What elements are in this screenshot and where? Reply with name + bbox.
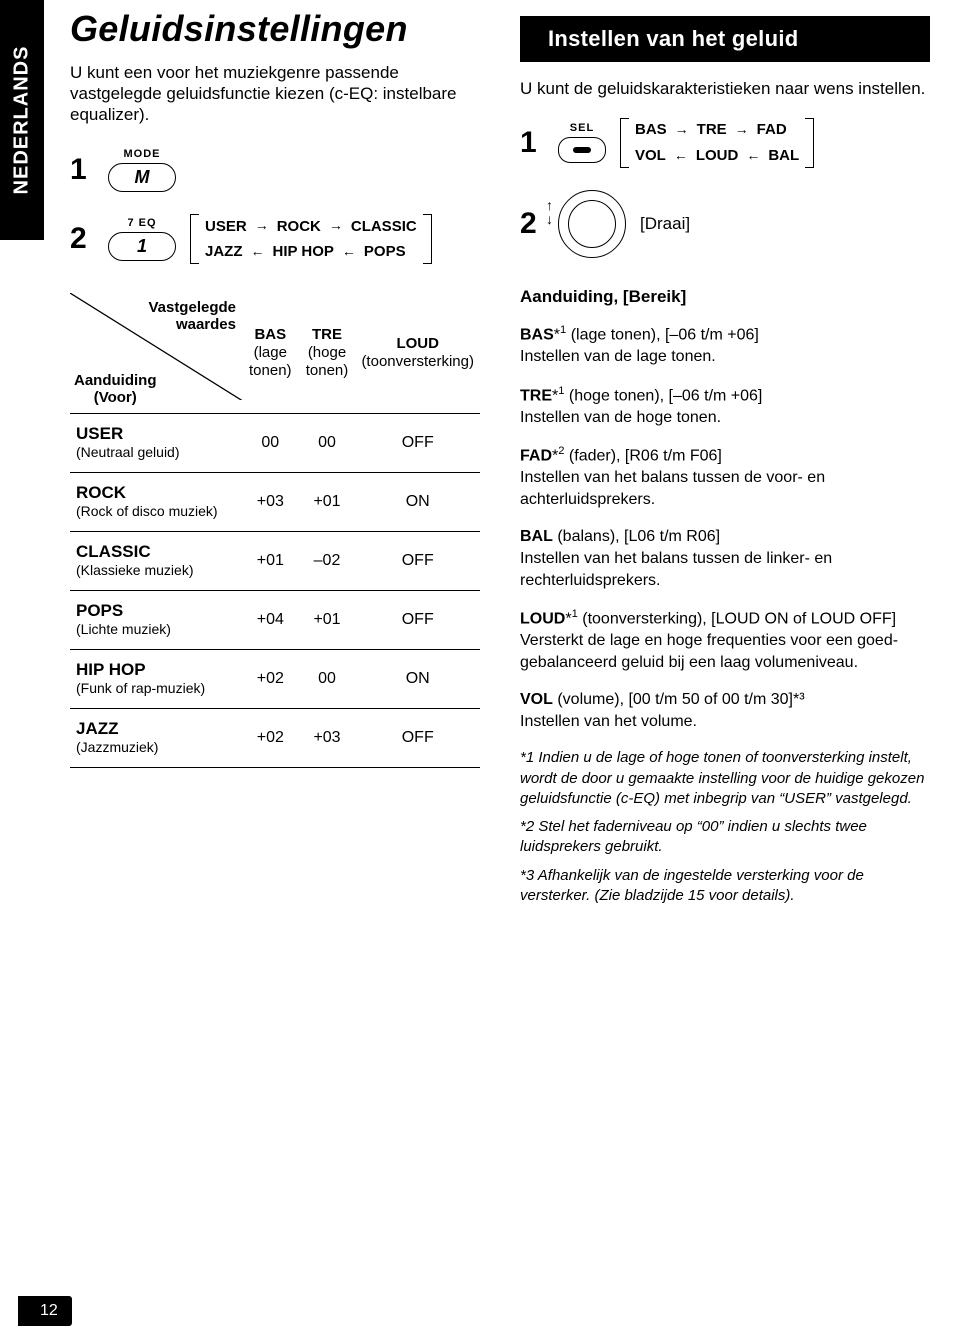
col-header-tre: TRE(hoge tonen) <box>299 293 356 414</box>
right-title: Instellen van het geluid <box>520 16 930 62</box>
language-tab: NEDERLANDS <box>0 0 44 240</box>
step-number: 2 <box>520 207 544 241</box>
col-header-bas: BAS(lage tonen) <box>242 293 299 414</box>
definition-item: TRE*1 (hoge tonen), [–06 t/m +06]Instell… <box>520 384 930 429</box>
cell-tre: 00 <box>299 649 356 708</box>
manual-page: NEDERLANDS Geluidsinstellingen U kunt ee… <box>0 0 960 1340</box>
mode-button-glyph: M <box>108 163 176 192</box>
eq-mode: JAZZ <box>205 239 243 265</box>
eq-button-label: 7 EQ <box>127 217 156 229</box>
table-row: JAZZ(Jazzmuziek)+02+03OFF <box>70 708 480 767</box>
sel-button: SEL <box>558 122 606 163</box>
right-intro: U kunt de geluidskarakteristieken naar w… <box>520 78 930 99</box>
page-number: 12 <box>18 1296 72 1326</box>
cell-tre: +01 <box>299 590 356 649</box>
dial-label: [Draai] <box>640 214 690 234</box>
flow-bracket-left <box>620 118 629 168</box>
right-column: Instellen van het geluid U kunt de gelui… <box>520 10 930 914</box>
step-number: 2 <box>70 222 94 256</box>
left-title: Geluidsinstellingen <box>70 10 480 48</box>
eq-button: 7 EQ 1 <box>108 217 176 261</box>
right-step-1: 1 SEL BAS→ TRE→ FAD <box>520 117 930 168</box>
sel-mode: LOUD <box>696 143 739 169</box>
definition-item: LOUD*1 (toonversterking), [LOUD ON of LO… <box>520 607 930 673</box>
eq-flow-diagram: USER→ ROCK→ CLASSIC JAZZ← HIP HOP← POPS <box>205 214 417 265</box>
cell-tre: +01 <box>299 472 356 531</box>
left-intro: U kunt een voor het muziekgenre passende… <box>70 62 480 126</box>
sel-mode: TRE <box>697 117 727 143</box>
table-row: USER(Neutraal geluid)0000OFF <box>70 413 480 472</box>
eq-preset-table: Vastgelegdewaardes Aanduiding(Voor) BAS(… <box>70 293 480 768</box>
col-header-loud: LOUD(toonversterking) <box>355 293 480 414</box>
cell-bas: +02 <box>242 649 299 708</box>
step-number: 1 <box>70 153 94 187</box>
definitions-block: Aanduiding, [Bereik] BAS*1 (lage tonen),… <box>520 286 930 906</box>
row-label: USER(Neutraal geluid) <box>70 413 242 472</box>
row-label: POPS(Lichte muziek) <box>70 590 242 649</box>
cell-loud: ON <box>355 649 480 708</box>
cell-bas: 00 <box>242 413 299 472</box>
table-row: ROCK(Rock of disco muziek)+03+01ON <box>70 472 480 531</box>
table-row: HIP HOP(Funk of rap-muziek)+0200ON <box>70 649 480 708</box>
step-number: 1 <box>520 126 544 160</box>
cell-loud: ON <box>355 472 480 531</box>
row-label: ROCK(Rock of disco muziek) <box>70 472 242 531</box>
eq-button-glyph: 1 <box>108 232 176 261</box>
cell-tre: 00 <box>299 413 356 472</box>
definitions-heading: Aanduiding, [Bereik] <box>520 286 930 309</box>
left-column: Geluidsinstellingen U kunt een voor het … <box>70 10 480 914</box>
definition-item: BAL (balans), [L06 t/m R06]Instellen van… <box>520 526 930 591</box>
sel-mode: BAS <box>635 117 667 143</box>
table-row: CLASSIC(Klassieke muziek)+01–02OFF <box>70 531 480 590</box>
diag-top-1: Vastgelegde <box>148 299 236 316</box>
row-label: HIP HOP(Funk of rap-muziek) <box>70 649 242 708</box>
diag-bot-1: Aanduiding <box>74 372 157 389</box>
cell-bas: +01 <box>242 531 299 590</box>
table-diagonal-header: Vastgelegdewaardes Aanduiding(Voor) <box>70 293 242 414</box>
language-tab-label: NEDERLANDS <box>11 46 34 195</box>
left-step-2: 2 7 EQ 1 USER→ ROCK→ CLASSIC <box>70 214 480 265</box>
cell-tre: +03 <box>299 708 356 767</box>
definition-item: VOL (volume), [00 t/m 50 of 00 t/m 30]*³… <box>520 689 930 732</box>
eq-mode: HIP HOP <box>273 239 334 265</box>
sel-mode: VOL <box>635 143 666 169</box>
footnote: *2 Stel het faderniveau op “00” indien u… <box>520 817 930 858</box>
sel-button-icon <box>558 137 606 163</box>
cell-tre: –02 <box>299 531 356 590</box>
diag-bot-2: (Voor) <box>94 389 137 406</box>
row-label: CLASSIC(Klassieke muziek) <box>70 531 242 590</box>
eq-mode: CLASSIC <box>351 214 417 240</box>
cell-loud: OFF <box>355 413 480 472</box>
sel-mode: FAD <box>757 117 787 143</box>
mode-button-label: MODE <box>124 148 161 160</box>
cell-loud: OFF <box>355 531 480 590</box>
eq-mode: ROCK <box>277 214 321 240</box>
definition-item: BAS*1 (lage tonen), [–06 t/m +06]Instell… <box>520 323 930 368</box>
mode-button: MODE M <box>108 148 176 192</box>
flow-bracket-right <box>423 214 432 264</box>
right-step-2: 2 ↑↓ [Draai] <box>520 190 930 258</box>
page-content: Geluidsinstellingen U kunt een voor het … <box>70 10 930 914</box>
footnote: *3 Afhankelijk van de ingestelde verster… <box>520 866 930 907</box>
eq-mode: POPS <box>364 239 406 265</box>
sel-button-label: SEL <box>570 122 594 134</box>
cell-loud: OFF <box>355 708 480 767</box>
row-label: JAZZ(Jazzmuziek) <box>70 708 242 767</box>
footnote: *1 Indien u de lage of hoge tonen of too… <box>520 748 930 809</box>
sel-mode: BAL <box>768 143 799 169</box>
left-step-1: 1 MODE M <box>70 148 480 192</box>
cell-bas: +03 <box>242 472 299 531</box>
eq-mode: USER <box>205 214 247 240</box>
diag-top-2: waardes <box>176 316 236 333</box>
table-row: POPS(Lichte muziek)+04+01OFF <box>70 590 480 649</box>
flow-bracket-left <box>190 214 199 264</box>
dial-icon: ↑↓ <box>558 190 626 258</box>
cell-loud: OFF <box>355 590 480 649</box>
sel-flow-diagram: BAS→ TRE→ FAD VOL← LOUD← BAL <box>635 117 799 168</box>
flow-bracket-right <box>805 118 814 168</box>
cell-bas: +04 <box>242 590 299 649</box>
definition-item: FAD*2 (fader), [R06 t/m F06]Instellen va… <box>520 444 930 510</box>
cell-bas: +02 <box>242 708 299 767</box>
